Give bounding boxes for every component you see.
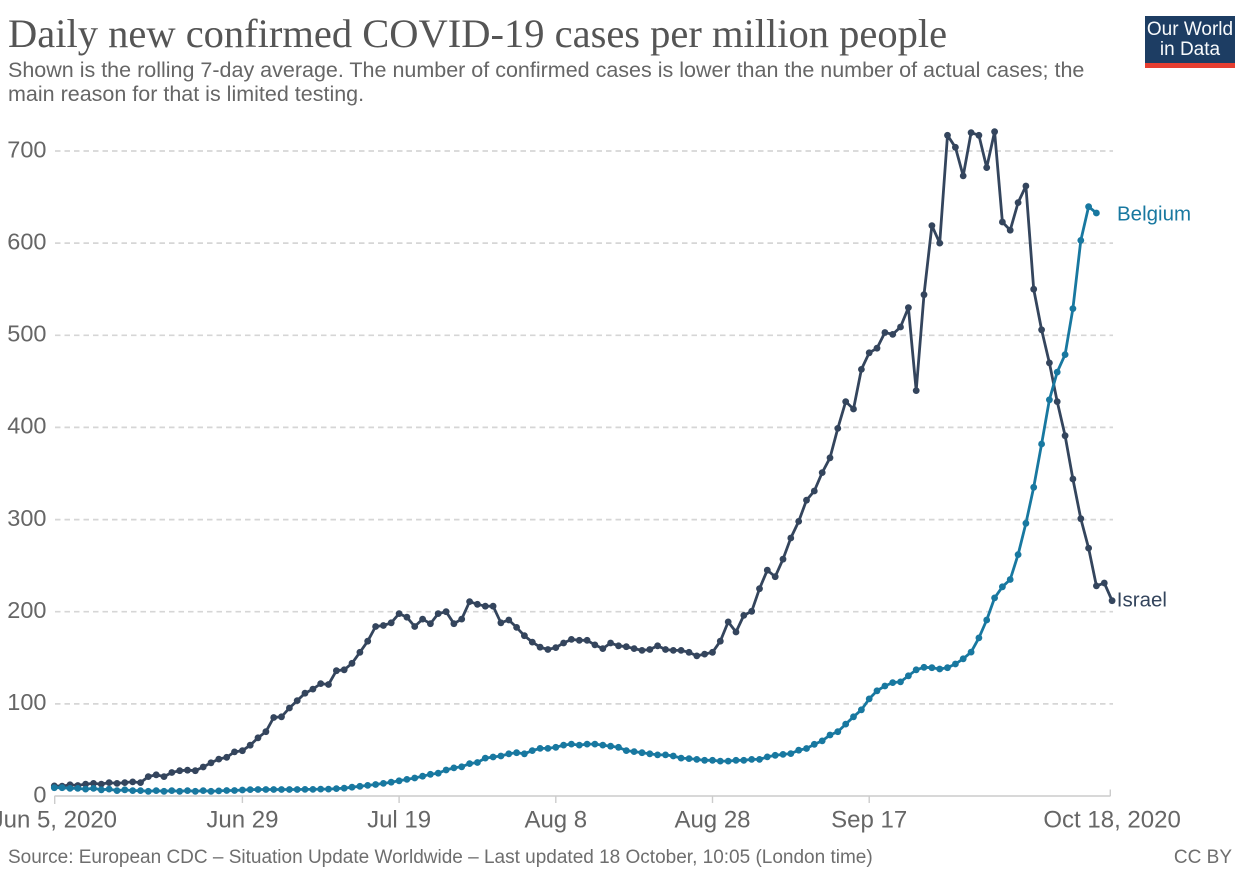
svg-text:Aug 28: Aug 28 [674,807,750,834]
svg-text:Jun 29: Jun 29 [206,807,278,834]
svg-text:500: 500 [7,321,46,347]
svg-text:600: 600 [7,228,46,254]
svg-text:Jun 5, 2020: Jun 5, 2020 [0,807,117,834]
svg-text:Israel: Israel [1117,589,1167,612]
svg-text:Belgium: Belgium [1117,203,1191,226]
svg-text:300: 300 [7,505,46,531]
svg-text:400: 400 [7,413,46,439]
svg-text:Oct 18, 2020: Oct 18, 2020 [1043,807,1180,834]
svg-text:Aug 8: Aug 8 [524,807,587,834]
svg-text:700: 700 [7,136,46,162]
svg-text:100: 100 [7,689,46,715]
svg-text:200: 200 [7,597,46,623]
svg-text:Sep 17: Sep 17 [831,807,907,834]
svg-text:Jul 19: Jul 19 [367,807,431,834]
svg-text:0: 0 [33,781,46,807]
